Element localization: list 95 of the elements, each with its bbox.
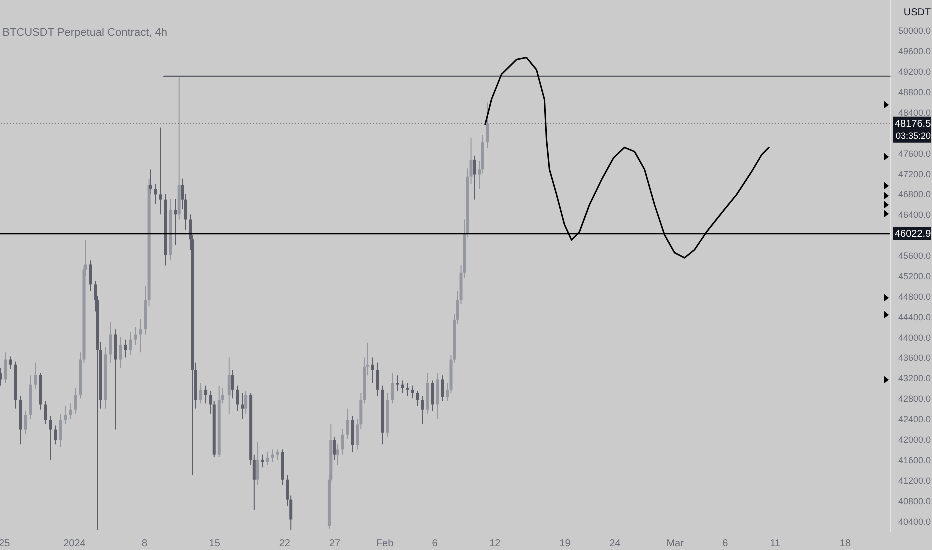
candlestick — [241, 393, 244, 420]
candlestick — [341, 428, 344, 456]
candlestick — [231, 370, 234, 400]
y-tick-label: 47600.0 — [898, 148, 932, 159]
y-tick-label: 41200.0 — [898, 476, 932, 486]
x-tick-label: Feb — [376, 538, 394, 550]
y-tick-label: 50000.0 — [898, 26, 932, 36]
y-tick-label: 44800.0 — [898, 292, 932, 302]
candlestick — [396, 375, 400, 392]
candlestick — [276, 449, 280, 460]
candlestick — [54, 425, 58, 446]
candlestick — [0, 367, 2, 386]
candlestick — [134, 326, 138, 346]
x-tick-label: 27 — [329, 538, 341, 550]
y-tick-label: 43200.0 — [898, 374, 932, 384]
y-tick-label: 42800.0 — [898, 394, 932, 404]
x-tick-label: 12 — [490, 538, 502, 550]
candlestick — [119, 336, 122, 368]
candlestick — [441, 375, 444, 402]
y-tick-label: 40800.0 — [898, 496, 932, 506]
ref-line-label: 46022.9 — [895, 228, 932, 240]
y-tick-label: 44000.0 — [898, 332, 932, 343]
candlestick — [261, 454, 264, 468]
y-tick-label: 42400.0 — [898, 414, 932, 425]
candlestick — [139, 318, 142, 354]
candlestick — [109, 321, 112, 364]
y-tick-label: 45200.0 — [898, 271, 932, 282]
candlestick — [44, 400, 48, 425]
y-axis-title: USDT — [904, 8, 932, 18]
x-tick-label: 6 — [722, 538, 729, 550]
y-tick-label: 45600.0 — [898, 251, 932, 262]
x-tick-label: 18 — [840, 538, 852, 550]
candlestick — [204, 385, 208, 404]
y-tick-label: 48800.0 — [898, 87, 932, 98]
candlestick — [391, 372, 394, 404]
y-tick-label: 49200.0 — [898, 67, 932, 78]
y-tick-label: 41600.0 — [898, 455, 932, 466]
candlestick — [336, 444, 340, 466]
candlestick — [159, 127, 162, 216]
candlestick — [266, 452, 270, 466]
candlestick — [49, 416, 52, 460]
candlestick — [24, 410, 28, 435]
candlestick — [486, 102, 490, 149]
candlestick — [129, 332, 132, 356]
candlestick — [149, 169, 152, 195]
y-tick-label: 43600.0 — [898, 353, 932, 364]
candlestick — [256, 442, 260, 486]
candlestick — [401, 380, 404, 394]
y-tick-label: 48400.0 — [898, 108, 932, 118]
y-tick-label: 40400.0 — [898, 516, 932, 527]
y-tick-label: 46800.0 — [898, 190, 932, 200]
x-tick-label: 6 — [432, 538, 438, 550]
candlestick — [411, 385, 414, 400]
candlestick — [346, 408, 350, 440]
candlestick — [200, 382, 203, 404]
text: BTCUSDT Perpetual Contract, 4h — [2, 27, 168, 39]
x-tick-label: 8 — [142, 538, 148, 550]
y-tick-label: 46400.0 — [898, 210, 932, 220]
candlestick — [69, 403, 72, 420]
x-tick-label: 24 — [610, 538, 622, 550]
candlestick — [124, 339, 128, 358]
y-tick-label: 49600.0 — [898, 46, 932, 57]
x-tick-label: Mar — [666, 538, 685, 550]
ref-line-label: 48176.5 — [895, 118, 932, 130]
candlestick — [64, 406, 68, 425]
candlestick — [174, 198, 178, 246]
candlestick — [89, 260, 92, 292]
x-tick-label: 19 — [560, 538, 572, 550]
candlestick — [244, 390, 248, 414]
candlestick — [236, 385, 240, 412]
candlestick — [228, 357, 231, 414]
candlestick — [4, 352, 8, 384]
candlestick — [332, 436, 336, 460]
candlestick — [376, 362, 380, 397]
x-tick-label: 22 — [279, 538, 291, 550]
text: 03:35:20 — [896, 130, 932, 141]
candlestick — [416, 390, 420, 407]
y-tick-label: 42000.0 — [898, 435, 932, 445]
candlestick — [421, 396, 424, 425]
y-tick-label: 47200.0 — [898, 169, 932, 180]
candlestick — [154, 183, 158, 205]
candlestick — [271, 449, 274, 463]
candlestick — [9, 356, 12, 370]
x-tick-label: 2024 — [64, 538, 86, 550]
candlestick — [371, 357, 374, 384]
x-tick-label: 11 — [770, 538, 782, 550]
candlestick — [431, 380, 434, 412]
candlestick — [473, 155, 476, 200]
y-tick-label: 44400.0 — [898, 312, 932, 322]
candlestick — [74, 388, 78, 414]
candlestick — [59, 413, 62, 448]
x-tick-label: 25 — [0, 538, 11, 550]
candlestick — [406, 382, 410, 397]
candlestick — [34, 362, 38, 390]
x-tick-label: 15 — [209, 538, 221, 550]
